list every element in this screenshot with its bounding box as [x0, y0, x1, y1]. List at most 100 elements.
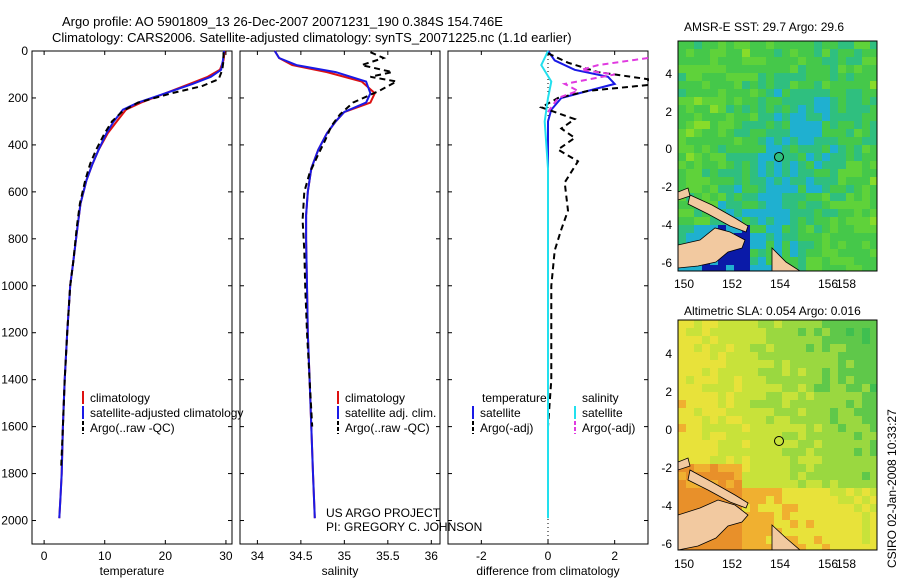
map-cell: [838, 73, 846, 81]
map-cell: [774, 201, 782, 209]
map-cell: [742, 161, 750, 169]
map-cell: [750, 384, 758, 392]
map-cell: [846, 249, 854, 257]
map-cell: [710, 89, 718, 97]
map-cell: [830, 528, 838, 536]
map-cell: [766, 480, 774, 488]
map-cell: [822, 113, 830, 121]
map-cell: [870, 241, 877, 249]
map-cell: [678, 121, 686, 129]
map-cell: [806, 440, 814, 448]
map-cell: [838, 368, 846, 376]
sla-ytick: -2: [661, 461, 672, 475]
map-cell: [822, 129, 830, 137]
map-cell: [686, 464, 694, 472]
map-cell: [790, 416, 798, 424]
map-cell: [870, 137, 877, 145]
map-cell: [686, 344, 694, 352]
map-cell: [782, 73, 790, 81]
map-cell: [838, 249, 846, 257]
map-cell: [870, 153, 877, 161]
map-cell: [678, 113, 686, 121]
map-cell: [862, 496, 870, 504]
map-cell: [870, 161, 877, 169]
map-cell: [718, 193, 726, 201]
map-cell: [798, 217, 806, 225]
map-cell: [774, 185, 782, 193]
map-cell: [726, 185, 734, 193]
map-cell: [742, 384, 750, 392]
map-cell: [814, 57, 822, 65]
map-cell: [710, 73, 718, 81]
map-cell: [774, 233, 782, 241]
map-cell: [782, 472, 790, 480]
sst-xtick: 154: [770, 277, 790, 291]
map-cell: [678, 57, 686, 65]
sla-land-new-britain: [678, 499, 749, 550]
map-cell: [726, 368, 734, 376]
map-cell: [822, 392, 830, 400]
map-cell: [806, 376, 814, 384]
map-cell: [854, 145, 862, 153]
map-cell: [718, 257, 726, 265]
map-cell: [830, 424, 838, 432]
map-cell: [862, 424, 870, 432]
map-cell: [694, 129, 702, 137]
map-cell: [822, 504, 830, 512]
map-cell: [806, 185, 814, 193]
map-cell: [766, 249, 774, 257]
map-cell: [726, 480, 734, 488]
map-cell: [758, 504, 766, 512]
map-cell: [702, 336, 710, 344]
map-cell: [758, 368, 766, 376]
map-cell: [790, 161, 798, 169]
map-cell: [686, 352, 694, 360]
map-cell: [702, 488, 710, 496]
map-cell: [854, 448, 862, 456]
map-cell: [686, 233, 694, 241]
map-cell: [694, 464, 702, 472]
map-cell: [870, 41, 877, 49]
map-cell: [774, 73, 782, 81]
map-cell: [758, 185, 766, 193]
map-cell: [854, 97, 862, 105]
map-cell: [822, 249, 830, 257]
map-cell: [694, 400, 702, 408]
map-cell: [846, 400, 854, 408]
map-cell: [750, 257, 758, 265]
map-cell: [862, 464, 870, 472]
map-cell: [838, 145, 846, 153]
map-cell: [774, 456, 782, 464]
map-cell: [678, 209, 686, 217]
map-cell: [742, 464, 750, 472]
map-cell: [862, 320, 870, 328]
map-cell: [814, 408, 822, 416]
sst-map-frame: [677, 40, 878, 272]
map-cell: [862, 472, 870, 480]
map-cell: [838, 448, 846, 456]
map-cell: [846, 408, 854, 416]
map-cell: [822, 512, 830, 520]
map-cell: [694, 496, 702, 504]
map-cell: [782, 352, 790, 360]
map-cell: [870, 328, 877, 336]
map-cell: [838, 201, 846, 209]
map-cell: [782, 121, 790, 129]
map-cell: [678, 217, 686, 225]
map-cell: [790, 408, 798, 416]
map-cell: [782, 41, 790, 49]
map-cell: [822, 81, 830, 89]
map-cell: [806, 408, 814, 416]
map-cell: [814, 328, 822, 336]
map-cell: [806, 392, 814, 400]
map-cell: [830, 496, 838, 504]
map-cell: [854, 496, 862, 504]
map-cell: [814, 113, 822, 121]
map-cell: [758, 496, 766, 504]
map-cell: [718, 153, 726, 161]
map-cell: [742, 89, 750, 97]
map-cell: [766, 121, 774, 129]
map-cell: [742, 424, 750, 432]
map-cell: [854, 169, 862, 177]
map-cell: [782, 320, 790, 328]
